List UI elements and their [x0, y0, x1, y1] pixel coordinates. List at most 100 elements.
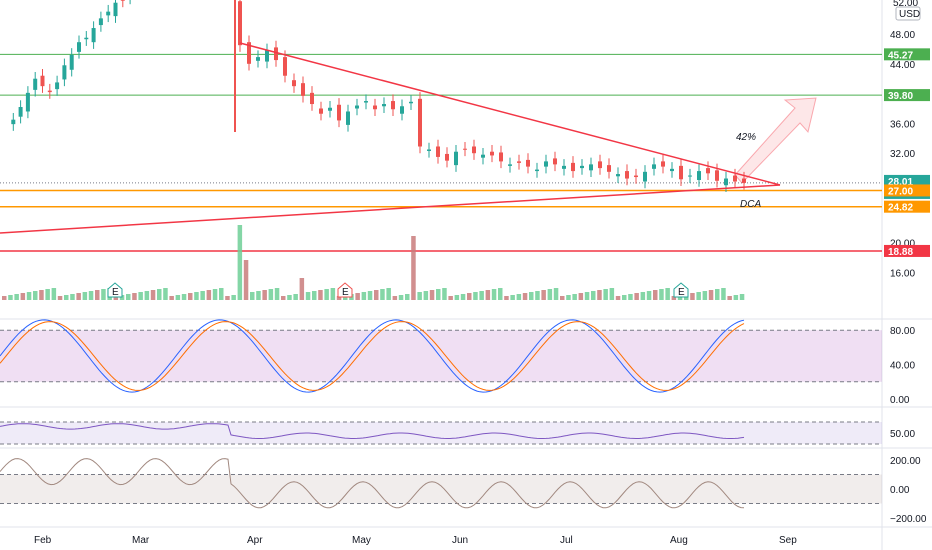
volume-bar	[274, 288, 280, 300]
candle-body	[589, 164, 593, 171]
price-tick-label: 52.00	[893, 0, 918, 9]
stoch-k-line	[0, 319, 745, 393]
candle-body	[526, 159, 530, 167]
volume-bar	[312, 291, 317, 300]
volume-bar	[374, 290, 379, 300]
percent-annotation: 42%	[736, 132, 756, 143]
volume-bar	[504, 296, 509, 300]
candle-body	[373, 105, 377, 110]
candle-body	[274, 47, 278, 61]
candle-body	[607, 165, 611, 172]
volume-bar	[690, 293, 695, 300]
volume-bar	[702, 291, 708, 300]
candle-body	[120, 0, 125, 1]
volume-bar	[591, 291, 596, 300]
volume-bar	[305, 292, 311, 300]
volume-bar	[20, 293, 26, 300]
volume-bar	[510, 295, 515, 300]
volume-bar	[150, 290, 156, 300]
volume-bar	[70, 294, 75, 300]
volume-bar	[225, 296, 230, 300]
candle-body	[238, 1, 242, 46]
volume-bar	[318, 290, 323, 300]
volume-bar	[541, 290, 546, 300]
candle-body	[499, 152, 503, 162]
volume-bar	[194, 292, 199, 300]
candle-body	[400, 106, 404, 114]
candle-body	[472, 146, 476, 154]
volume-bar	[529, 292, 534, 300]
candle-body	[697, 171, 701, 181]
volume-bar	[181, 294, 187, 300]
candle-body	[55, 82, 60, 90]
time-tick-label: Sep	[779, 535, 797, 546]
candle-body	[62, 65, 67, 80]
volume-bar	[572, 294, 577, 300]
earnings-marker	[673, 282, 689, 298]
candle-body	[391, 101, 395, 110]
volume-bar	[330, 288, 336, 300]
candle-body	[84, 37, 89, 40]
volume-bar	[175, 295, 181, 300]
volume-bar	[516, 294, 522, 300]
cci-band	[0, 474, 882, 504]
volume-bar	[33, 291, 38, 300]
candle-body	[670, 168, 674, 172]
candle-body	[47, 90, 52, 93]
candle-body	[733, 175, 737, 182]
volume-bar	[578, 293, 584, 300]
candle-body	[553, 158, 557, 165]
volume-bar	[163, 288, 168, 300]
price-tag-label: 45.27	[888, 50, 913, 61]
volume-bar	[460, 294, 466, 300]
volume-bar	[653, 290, 658, 300]
rsi-band	[0, 422, 882, 444]
volume-bar	[628, 294, 633, 300]
volume-bar	[634, 293, 639, 300]
volume-bar	[262, 290, 267, 300]
volume-bar	[293, 294, 298, 300]
volume-bar	[45, 289, 50, 300]
candle-body	[33, 78, 38, 90]
volume-bar	[429, 290, 435, 300]
volume-bar	[324, 289, 329, 300]
candle-body	[661, 161, 665, 167]
candle-body	[742, 178, 746, 183]
volume-bar	[299, 278, 305, 300]
candle-body	[11, 119, 16, 125]
volume-bar	[448, 296, 453, 300]
volume-bar	[8, 295, 13, 300]
candle-body	[535, 169, 539, 172]
candle-body	[18, 107, 23, 117]
candle-body	[688, 175, 692, 177]
volume-bar	[157, 289, 162, 300]
candle-body	[643, 171, 647, 182]
candle-body	[598, 161, 602, 169]
volume-bar	[485, 290, 491, 300]
candle-body	[544, 161, 548, 167]
volume-bar	[113, 296, 119, 300]
dca-annotation: DCA	[740, 199, 761, 210]
volume-bar	[696, 292, 701, 300]
volume-bar	[26, 292, 32, 300]
volume-bar	[64, 295, 69, 300]
time-tick-label: Apr	[247, 535, 263, 546]
candle-body	[265, 50, 269, 62]
volume-bar	[219, 288, 224, 300]
volume-bar	[417, 292, 422, 300]
volume-bar	[95, 290, 100, 300]
volume-bar	[76, 293, 81, 300]
price-tick-label: 20.00	[890, 239, 915, 250]
volume-bar	[733, 295, 739, 300]
candle-body	[382, 104, 386, 107]
candle-body	[256, 57, 260, 61]
cci-tick-label: 200.00	[890, 456, 921, 467]
volume-bar	[386, 288, 391, 300]
volume-bar	[665, 288, 670, 300]
volume-bar	[411, 236, 416, 300]
candle-body	[346, 111, 350, 125]
volume-bar	[603, 289, 608, 300]
volume-bar	[442, 288, 447, 300]
stoch-tick-label: 0.00	[890, 395, 910, 406]
